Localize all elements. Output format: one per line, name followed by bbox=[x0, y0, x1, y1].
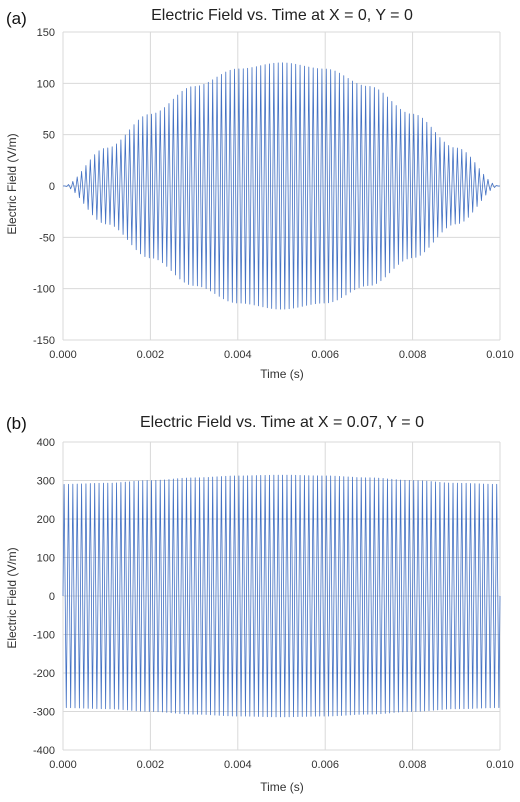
y-tick-label: 150 bbox=[37, 27, 55, 39]
plot-area-b bbox=[62, 474, 501, 718]
chart-panel-b: (b) Electric Field vs. Time at X = 0.07,… bbox=[0, 405, 520, 802]
x-tick-label: 0.006 bbox=[311, 759, 339, 771]
series-line-b bbox=[62, 474, 501, 718]
panel-label-a: (a) bbox=[6, 9, 27, 28]
y-tick-label: -150 bbox=[33, 335, 55, 347]
chart-a: (a) Electric Field vs. Time at X = 0, Y … bbox=[5, 7, 514, 381]
y-tick-label: 400 bbox=[37, 437, 55, 449]
tick-labels-b: 400 300 200 100 0 -100 -200 -300 -400 0.000 0.002 0… bbox=[33, 437, 514, 771]
plot-area-a bbox=[62, 62, 501, 310]
x-tick-label: 0.002 bbox=[137, 759, 165, 771]
y-tick-label: -200 bbox=[33, 668, 55, 680]
chart-title-a: Electric Field vs. Time at X = 0, Y = 0 bbox=[151, 7, 413, 24]
y-tick-label: 100 bbox=[37, 78, 55, 90]
y-tick-label: -50 bbox=[39, 232, 55, 244]
y-axis-title-a: Electric Field (V/m) bbox=[5, 133, 19, 234]
chart-panel-a: (a) Electric Field vs. Time at X = 0, Y … bbox=[0, 0, 520, 392]
x-tick-label: 0.004 bbox=[224, 759, 252, 771]
chart-title-b: Electric Field vs. Time at X = 0.07, Y =… bbox=[140, 414, 424, 431]
x-tick-label: 0.010 bbox=[486, 759, 514, 771]
x-axis-title-b: Time (s) bbox=[260, 780, 304, 794]
y-tick-label: 0 bbox=[49, 591, 55, 603]
panel-label-b: (b) bbox=[6, 414, 27, 433]
chart-b: (b) Electric Field vs. Time at X = 0.07,… bbox=[5, 414, 514, 794]
x-tick-label: 0.004 bbox=[224, 349, 252, 361]
x-tick-label: 0.006 bbox=[311, 349, 339, 361]
y-tick-label: 200 bbox=[37, 514, 55, 526]
tick-labels-a: 150 100 50 0 -50 -100 -150 0.000 0.002 0.004 0.006… bbox=[33, 27, 514, 361]
x-tick-label: 0.010 bbox=[486, 349, 514, 361]
y-tick-label: 300 bbox=[37, 476, 55, 488]
y-tick-label: 100 bbox=[37, 553, 55, 565]
series-line-a bbox=[62, 62, 501, 310]
x-tick-label: 0.002 bbox=[137, 349, 165, 361]
y-tick-label: -300 bbox=[33, 707, 55, 719]
x-tick-label: 0.000 bbox=[49, 759, 77, 771]
x-tick-label: 0.008 bbox=[399, 349, 427, 361]
y-tick-label: 50 bbox=[43, 130, 55, 142]
x-axis-title-a: Time (s) bbox=[260, 367, 304, 381]
y-axis-title-b: Electric Field (V/m) bbox=[5, 547, 19, 648]
x-tick-label: 0.008 bbox=[399, 759, 427, 771]
y-tick-label: -400 bbox=[33, 745, 55, 757]
y-tick-label: 0 bbox=[49, 181, 55, 193]
y-tick-label: -100 bbox=[33, 630, 55, 642]
y-tick-label: -100 bbox=[33, 284, 55, 296]
x-tick-label: 0.000 bbox=[49, 349, 77, 361]
